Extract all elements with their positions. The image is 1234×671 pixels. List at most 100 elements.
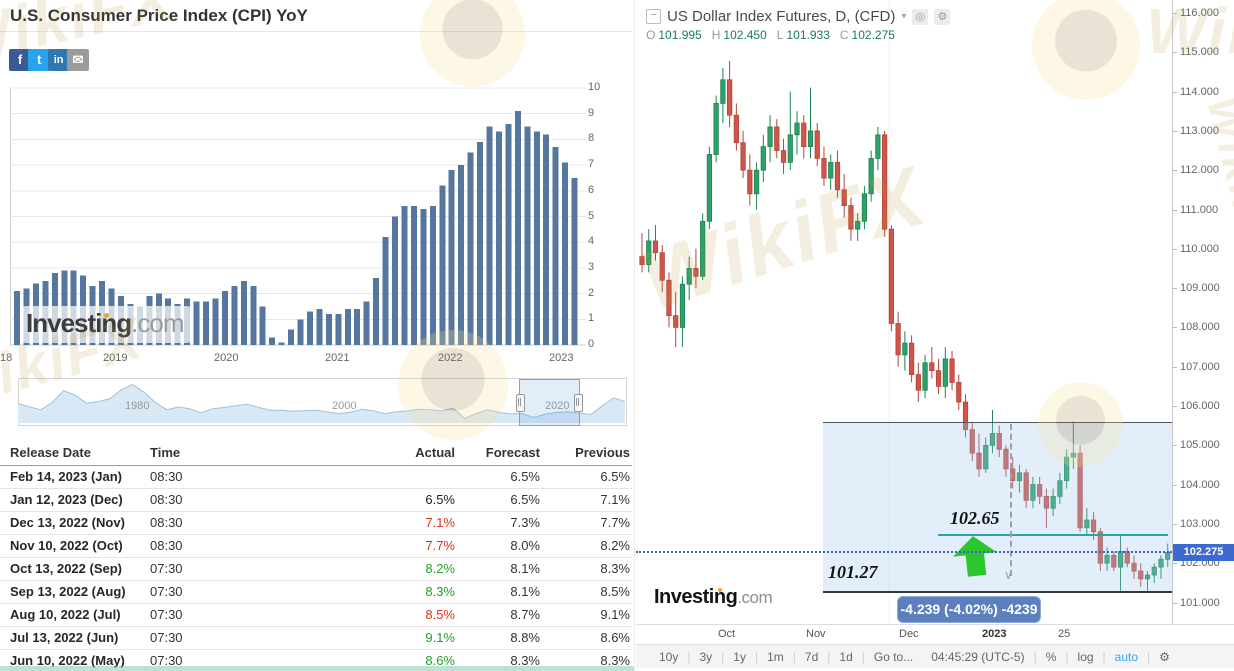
candle-down xyxy=(1090,519,1097,533)
price-tick-label: 106.000 xyxy=(1180,400,1220,412)
cpi-y-tick-label: 9 xyxy=(588,106,595,119)
price-tick-label: 103.000 xyxy=(1180,517,1220,530)
forecast-cell: 6.5% xyxy=(510,492,540,507)
time-cell: 08:30 xyxy=(150,538,183,553)
previous-cell: 8.5% xyxy=(600,584,630,599)
chart-header: − US Dollar Index Futures, D, (CFD) ▾ ◎ … xyxy=(646,8,951,25)
cpi-bar xyxy=(382,237,389,345)
release-date-cell: Dec 13, 2022 (Nov) xyxy=(10,515,125,530)
twitter-share-button[interactable]: t xyxy=(28,49,51,71)
toolbar-button-auto[interactable]: auto xyxy=(1114,649,1139,664)
table-row: Jul 13, 2022 (Jun) 07:30 9.1% 8.8% 8.6% xyxy=(0,627,632,650)
email-share-button[interactable]: ✉ xyxy=(66,49,89,71)
toolbar-button-log[interactable]: log xyxy=(1077,649,1094,664)
candle-down xyxy=(666,279,672,317)
wikifx-watermark-eagle-icon xyxy=(420,0,525,87)
support-price-label: 101.27 xyxy=(828,562,878,582)
price-tick-mark xyxy=(1172,210,1177,211)
cpi-bar xyxy=(363,301,370,345)
candle-down xyxy=(693,268,699,277)
candlestick-chart xyxy=(639,0,1171,624)
time-cell: 07:30 xyxy=(150,607,183,622)
price-tick-mark xyxy=(1172,406,1177,407)
economic-calendar-table: Release Date Time Actual Forecast Previo… xyxy=(0,440,632,671)
chevron-down-icon[interactable]: ▾ xyxy=(901,11,907,22)
candle-down xyxy=(915,374,921,391)
candle-down xyxy=(1043,495,1050,509)
toolbar-separator: | xyxy=(721,649,725,664)
linkedin-share-button[interactable]: in xyxy=(47,49,70,71)
time-cell: 08:30 xyxy=(150,492,183,507)
previous-cell: 7.7% xyxy=(600,515,630,530)
previous-cell: 8.3% xyxy=(600,561,630,576)
toolbar-button-7d[interactable]: 7d xyxy=(804,649,819,664)
toolbar-button-04-45-29-utc-5-[interactable]: 04:45:29 (UTC-5) xyxy=(931,649,1025,664)
actual-cell: 8.6% xyxy=(425,653,455,668)
candle-up xyxy=(861,193,868,222)
cpi-y-tick-label: 6 xyxy=(588,183,595,196)
candle-up xyxy=(679,283,686,328)
release-date-cell: Oct 13, 2022 (Sep) xyxy=(10,561,122,576)
price-tick-mark xyxy=(1172,485,1177,486)
gear-icon[interactable]: ⚙ xyxy=(1159,649,1170,664)
price-tick-mark xyxy=(1172,170,1177,171)
cpi-bar xyxy=(278,342,285,345)
cpi-bar xyxy=(269,337,276,345)
table-row: Sep 13, 2022 (Aug) 07:30 8.3% 8.1% 8.5% xyxy=(0,581,632,604)
toolbar-button-1d[interactable]: 1d xyxy=(839,649,853,664)
cpi-bar xyxy=(552,147,559,345)
price-tick-mark xyxy=(1172,13,1177,14)
toolbar-button-1y[interactable]: 1y xyxy=(733,649,746,664)
toolbar-button-go-to-[interactable]: Go to... xyxy=(873,649,914,664)
cpi-y-tick-label: 1 xyxy=(588,312,595,325)
toolbar-button--[interactable]: % xyxy=(1045,649,1057,664)
candle-up xyxy=(1050,495,1056,509)
investing-logo: Investing.com xyxy=(654,586,773,609)
candle-down xyxy=(780,150,787,163)
cpi-bar xyxy=(288,329,295,345)
cpi-bar xyxy=(562,162,569,345)
forecast-cell: 8.8% xyxy=(510,630,540,645)
cpi-bar xyxy=(448,170,455,345)
forecast-cell: 8.7% xyxy=(510,607,540,622)
ohlc-readout: O 101.995 H 102.450 L 101.933 C 102.275 xyxy=(646,28,895,42)
candle-down xyxy=(935,370,942,387)
facebook-share-button[interactable]: f xyxy=(9,49,31,71)
candle-up xyxy=(720,79,726,104)
time-cell: 07:30 xyxy=(150,653,183,668)
table-row: Nov 10, 2022 (Oct) 08:30 7.7% 8.0% 8.2% xyxy=(0,535,632,558)
time-tick-label: Nov xyxy=(806,628,826,640)
cpi-bar xyxy=(495,131,502,345)
dashed-vertical-guide xyxy=(1010,424,1012,576)
price-tick-mark xyxy=(1172,563,1177,564)
navigator-left-handle[interactable] xyxy=(516,394,525,412)
resistance-line xyxy=(938,534,1168,536)
investing-watermark-main: Investing xyxy=(26,308,132,338)
cpi-bar xyxy=(344,309,351,345)
snapshot-icon[interactable]: ◎ xyxy=(912,8,929,25)
toolbar-button-1m[interactable]: 1m xyxy=(767,649,784,664)
table-row: Jun 10, 2022 (May) 07:30 8.6% 8.3% 8.3% xyxy=(0,650,632,671)
range-navigator[interactable] xyxy=(18,378,627,426)
collapse-icon[interactable]: − xyxy=(646,9,661,24)
toolbar-button-3y[interactable]: 3y xyxy=(699,649,713,664)
candle-down xyxy=(774,126,780,151)
cpi-bar xyxy=(505,123,512,345)
price-tick-mark xyxy=(1172,367,1177,368)
cpi-bar xyxy=(259,306,266,345)
time-tick-label: 2023 xyxy=(982,628,1007,640)
navigator-right-handle[interactable] xyxy=(574,394,583,412)
cpi-bar xyxy=(203,301,209,345)
navigator-selection-window[interactable] xyxy=(516,379,583,426)
candle-up xyxy=(868,158,874,195)
candle-down xyxy=(888,228,894,324)
toolbar-button-10y[interactable]: 10y xyxy=(659,649,679,664)
time-cell: 07:30 xyxy=(150,630,183,645)
candle-up xyxy=(989,433,996,446)
candle-up xyxy=(1104,554,1110,564)
settings-icon[interactable]: ⚙ xyxy=(934,8,951,25)
candle-up xyxy=(855,220,861,230)
open-value: 101.995 xyxy=(658,28,702,42)
toolbar-separator: | xyxy=(792,649,796,664)
candle-down xyxy=(895,323,901,356)
